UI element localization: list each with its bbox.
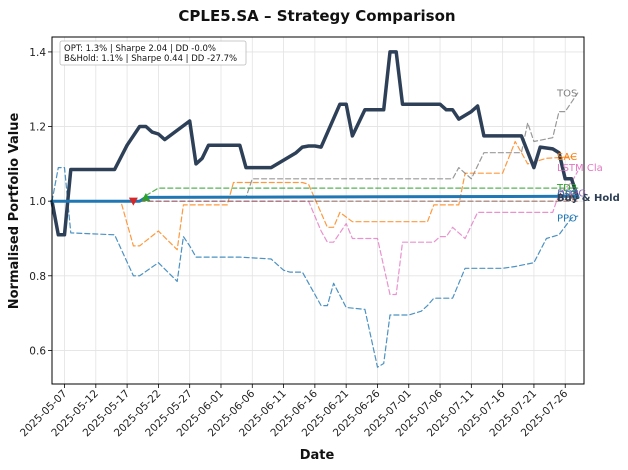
end-label-td3: TD3 (556, 183, 577, 194)
end-label-sac: SAC (557, 152, 577, 163)
end-label-lstm-cla: LSTM Cla (557, 163, 603, 174)
plot-frame (51, 36, 585, 385)
sell-marker (128, 197, 138, 206)
buy-marker (141, 192, 151, 202)
y-tick-label: 1.0 (29, 196, 46, 208)
series-line-sac (51, 140, 579, 251)
end-label-buy-and-hold: Buy & Hold (557, 193, 620, 204)
series-line-buy-and-hold (50, 50, 580, 237)
stats-box: OPT: 1.3% | Sharpe 2.04 | DD -0.0% B&Hol… (59, 40, 247, 66)
chart-title: CPLE5.SA – Strategy Comparison (178, 7, 455, 25)
end-label-a2c: A2C (557, 192, 577, 203)
x-axis-label: Date (300, 448, 335, 463)
stats-line-opt: OPT: 1.3% | Sharpe 2.04 | DD -0.0% (64, 44, 216, 54)
x-axis-ticks: 2025-05-072025-05-122025-05-172025-05-22… (18, 384, 571, 439)
end-label-opt: OPT (557, 190, 578, 201)
y-tick-label: 1.2 (29, 122, 46, 134)
trade-markers (128, 192, 151, 206)
stats-box-frame (59, 40, 247, 66)
series-line-lstm-cla (51, 170, 579, 296)
end-label-tos: TOS (556, 88, 577, 99)
y-tick-label: 1.4 (29, 47, 46, 59)
stats-line-buy-hold: B&Hold: 1.1% | Sharpe 0.44 | DD -27.7% (64, 54, 237, 64)
series-line-ppo (51, 167, 579, 368)
end-label-ppo: PPO (557, 213, 577, 224)
end-label-ddpg: DDPG (557, 188, 586, 199)
y-tick-label: 0.8 (29, 271, 46, 283)
y-tick-label: 0.6 (29, 345, 46, 357)
y-axis-ticks: 0.6 0.8 1.0 1.2 1.4 (29, 47, 52, 357)
y-axis-label: Normalised Portfolio Value (7, 113, 22, 310)
grid-lines (52, 37, 584, 384)
